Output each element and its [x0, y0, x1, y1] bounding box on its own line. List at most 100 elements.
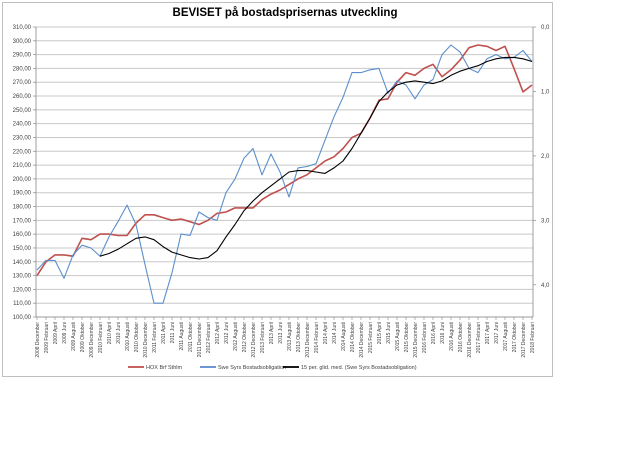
legend-item: HOX Brf Sthlm	[128, 365, 182, 371]
x-tick-label: 2010 April	[107, 322, 113, 344]
x-tick-label: 2013 Oktober	[296, 322, 302, 353]
x-tick-label: 2012 April	[215, 322, 221, 344]
x-tick-label: 2011 Augusti	[179, 322, 185, 351]
y-tick-label: 170,00	[13, 218, 32, 224]
y2-tick-label: 1,0	[541, 89, 550, 95]
x-tick-label: 2013 Augusti	[287, 322, 293, 351]
x-tick-label: 2013 December	[305, 322, 311, 358]
chart-title: BEVISET på bostadsprisernas utveckling	[173, 7, 398, 19]
x-tick-label: 2014 December	[359, 322, 365, 358]
x-tick-label: 2015 Augusti	[395, 322, 401, 351]
x-tick-label: 2014 Februari	[314, 322, 320, 353]
x-tick-label: 2014 Juni	[332, 322, 338, 344]
x-tick-label: 2013 April	[269, 322, 275, 344]
x-tick-label: 2009 Februari	[44, 322, 50, 353]
x-tick-label: 2014 Augusti	[341, 322, 347, 351]
x-tick-label: 2015 Juni	[386, 322, 392, 344]
x-tick-label: 2010 Oktober	[134, 322, 140, 353]
y-axis-right: 0,0 1,0 2,0 3,0 4,0	[532, 25, 550, 317]
x-tick-label: 2016 Juni	[440, 322, 446, 344]
series-line-swe-syrs	[36, 44, 533, 304]
series-lines	[36, 44, 533, 304]
y-tick-label: 300,00	[13, 39, 32, 45]
x-tick-label: 2017 Oktober	[512, 322, 518, 353]
y-tick-label: 130,00	[13, 274, 32, 280]
y-tick-label: 220,00	[13, 149, 32, 155]
y-tick-label: 210,00	[13, 163, 32, 169]
x-tick-label: 2009 December	[89, 322, 95, 358]
x-tick-label: 2013 Juni	[278, 322, 284, 344]
y-tick-label: 280,00	[13, 66, 32, 72]
legend-item: 15 per. glid. med. (Swe Syrs Bostadsobli…	[283, 365, 417, 371]
x-tick-label: 2012 Februari	[206, 322, 212, 353]
y2-tick-label: 2,0	[541, 154, 550, 160]
x-tick-label: 2015 April	[377, 322, 383, 344]
x-tick-label: 2015 December	[413, 322, 419, 358]
x-tick-label: 2010 December	[143, 322, 149, 358]
x-tick-label: 2016 Februari	[422, 322, 428, 353]
x-tick-label: 2018 Februari	[530, 322, 536, 353]
x-tick-label: 2014 April	[323, 322, 329, 344]
x-tick-label: 2016 Augusti	[449, 322, 455, 351]
x-tick-label: 2012 Oktober	[242, 322, 248, 353]
y-tick-label: 120,00	[13, 287, 32, 293]
x-tick-label: 2015 Oktober	[404, 322, 410, 353]
x-tick-label: 2014 Oktober	[350, 322, 356, 353]
x-tick-label: 2016 Oktober	[458, 322, 464, 353]
series-line-hox	[36, 44, 533, 277]
x-tick-label: 2011 Juni	[170, 322, 176, 343]
y-tick-label: 250,00	[13, 108, 32, 114]
y-tick-label: 100,00	[13, 315, 32, 321]
y-tick-label: 290,00	[13, 53, 32, 59]
x-tick-label: 2017 April	[485, 322, 491, 344]
y-tick-label: 310,00	[13, 25, 32, 31]
y-tick-label: 150,00	[13, 246, 32, 252]
x-tick-label: 2012 December	[251, 322, 257, 358]
legend-item: Swe Syrs Bostadsobligation	[200, 365, 286, 371]
y-tick-label: 230,00	[13, 135, 32, 141]
y-tick-label: 260,00	[13, 94, 32, 100]
legend: HOX Brf Sthlm Swe Syrs Bostadsobligation 1…	[128, 365, 417, 371]
x-tick-label: 2011 Oktober	[188, 322, 194, 352]
x-tick-label: 2017 Februari	[476, 322, 482, 353]
y-tick-label: 110,00	[13, 301, 32, 307]
x-tick-label: 2015 Februari	[368, 322, 374, 353]
x-tick-label: 2010 Augusti	[125, 322, 131, 351]
x-tick-label: 2011 April	[161, 322, 167, 344]
chart-frame	[2, 2, 553, 377]
legend-label: 15 per. glid. med. (Swe Syrs Bostadsobli…	[301, 365, 417, 371]
y2-tick-label: 4,0	[541, 283, 550, 289]
x-tick-label: 2012 Augusti	[233, 322, 239, 351]
x-tick-label: 2017 December	[521, 322, 527, 358]
x-tick-label: 2010 Februari	[98, 322, 104, 353]
x-tick-label: 2017 Augusti	[503, 322, 509, 351]
y-tick-label: 190,00	[13, 191, 32, 197]
y-tick-label: 200,00	[13, 177, 32, 183]
y-tick-label: 180,00	[13, 205, 32, 211]
y-tick-label: 270,00	[13, 80, 32, 86]
y-tick-label: 240,00	[13, 122, 32, 128]
y-tick-label: 140,00	[13, 260, 32, 266]
legend-label: HOX Brf Sthlm	[146, 365, 182, 371]
x-tick-label: 2016 December	[467, 322, 473, 358]
x-tick-label: 2009 April	[53, 322, 59, 344]
x-axis: 2008 December 2009 Februari 2009 April 2009…	[35, 316, 536, 358]
y2-tick-label: 0,0	[541, 25, 550, 31]
x-tick-label: 2009 Oktober	[80, 322, 86, 353]
x-tick-label: 2011 Februari	[152, 322, 158, 353]
x-tick-label: 2012 Juni	[224, 322, 230, 344]
y2-tick-label: 3,0	[541, 218, 550, 224]
x-tick-label: 2009 Augusti	[71, 322, 77, 351]
y-tick-label: 160,00	[13, 232, 32, 238]
x-tick-label: 2010 Juni	[116, 322, 122, 344]
x-tick-label: 2008 December	[35, 322, 41, 358]
x-tick-label: 2013 Februari	[260, 322, 266, 353]
series-line-moving-average	[99, 56, 533, 260]
y-axis-left: 100,00 110,00 120,00 130,00 140,00 150,00 160,…	[13, 25, 37, 321]
x-tick-label: 2016 April	[431, 322, 437, 344]
x-tick-label: 2009 Juni	[62, 322, 68, 344]
legend-label: Swe Syrs Bostadsobligation	[218, 365, 286, 371]
x-tick-label: 2017 Juni	[494, 322, 500, 344]
x-tick-label: 2011 December	[197, 322, 203, 358]
